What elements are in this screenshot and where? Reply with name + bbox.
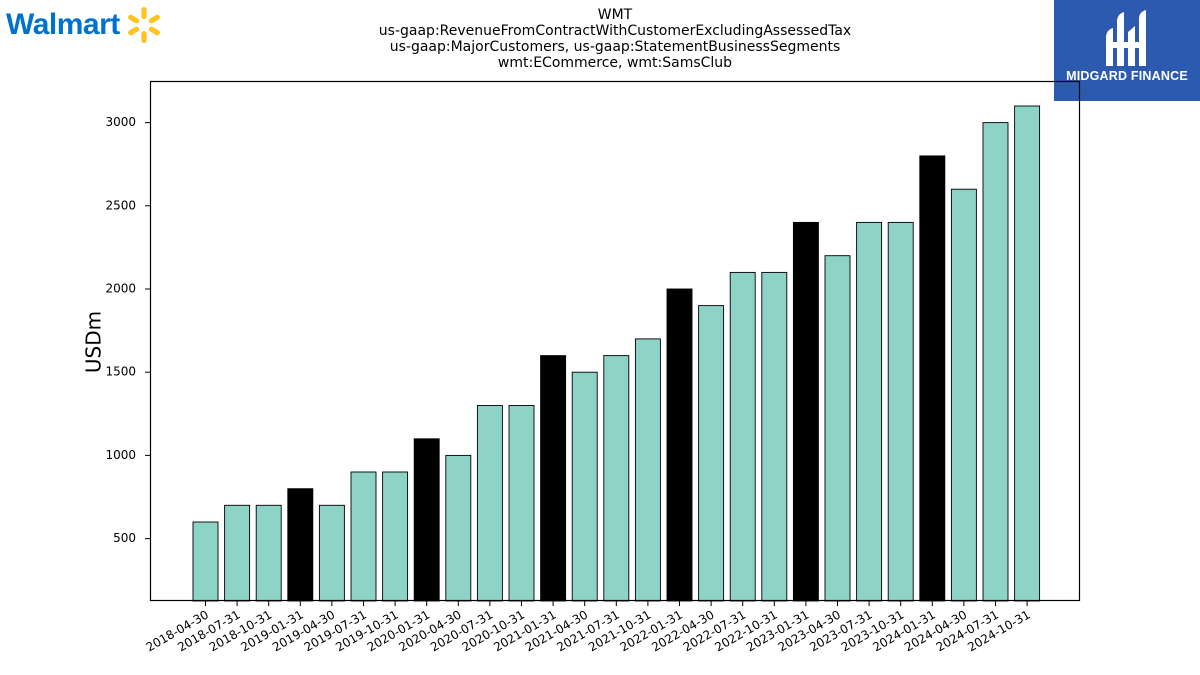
midgard-mark-icon	[1106, 10, 1146, 66]
bar-2020-07-31	[476, 405, 503, 602]
chart-subtitle-line-1: us-gaap:RevenueFromContractWithCustomerE…	[378, 23, 852, 39]
y-tick-label: 3000	[105, 115, 136, 129]
bar-2021-07-31	[603, 355, 630, 602]
walmart-wordmark: Walmart	[6, 8, 120, 41]
bar-2020-04-30	[445, 454, 472, 602]
midgard-finance-wordmark: MIDGARD FINANCE	[1066, 69, 1188, 83]
walmart-spark-icon	[127, 7, 160, 43]
bar-2019-04-30	[318, 504, 345, 602]
bar-2023-01-31	[792, 221, 819, 602]
bar-2022-01-31	[666, 288, 693, 602]
bar-2018-04-30	[192, 521, 219, 602]
bar-2021-01-31	[540, 355, 567, 602]
bars-layer	[192, 105, 1041, 602]
y-axis: 500 1000 1500 2000 2500 3000	[105, 115, 150, 545]
chart-subtitle-line-3: wmt:ECommerce, wmt:SamsClub	[497, 55, 733, 71]
bar-2018-10-31	[255, 504, 282, 602]
bar-2019-07-31	[350, 471, 377, 602]
chart-subtitle-line-2: us-gaap:MajorCustomers, us-gaap:Statemen…	[389, 39, 841, 55]
y-tick-label: 1000	[105, 448, 136, 462]
bar-2022-04-30	[698, 305, 725, 602]
bar-2024-07-31	[982, 122, 1009, 602]
bar-2023-04-30	[824, 255, 851, 602]
bar-2020-10-31	[508, 405, 535, 602]
bar-2022-07-31	[729, 271, 756, 602]
y-tick-label: 2000	[105, 282, 136, 296]
bar-2020-01-31	[413, 438, 440, 602]
bar-2019-01-31	[287, 488, 314, 602]
bar-2021-10-31	[634, 338, 661, 602]
y-axis-label: USDm	[82, 311, 106, 373]
bar-2022-10-31	[761, 271, 788, 602]
chart-title: WMT	[597, 7, 633, 23]
bar-2021-04-30	[571, 371, 598, 602]
y-tick-label: 500	[113, 531, 136, 545]
plot-frame	[149, 80, 1081, 602]
chart-title-block: WMT us-gaap:RevenueFromContractWithCusto…	[250, 7, 980, 71]
bar-2019-10-31	[382, 471, 409, 602]
bar-2023-10-31	[887, 221, 914, 602]
midgard-finance-logo: MIDGARD FINANCE	[1054, 0, 1200, 101]
walmart-logo: Walmart	[6, 4, 164, 46]
y-tick-label: 1500	[105, 365, 136, 379]
y-tick-label: 2500	[105, 198, 136, 212]
bar-2023-07-31	[856, 221, 883, 602]
x-axis: 2018-04-302018-07-312018-10-312019-01-31…	[144, 601, 1033, 654]
bar-2018-07-31	[224, 504, 251, 602]
bar-2024-01-31	[919, 155, 946, 602]
bar-2024-10-31	[1014, 105, 1041, 602]
bar-2024-04-30	[950, 188, 977, 602]
